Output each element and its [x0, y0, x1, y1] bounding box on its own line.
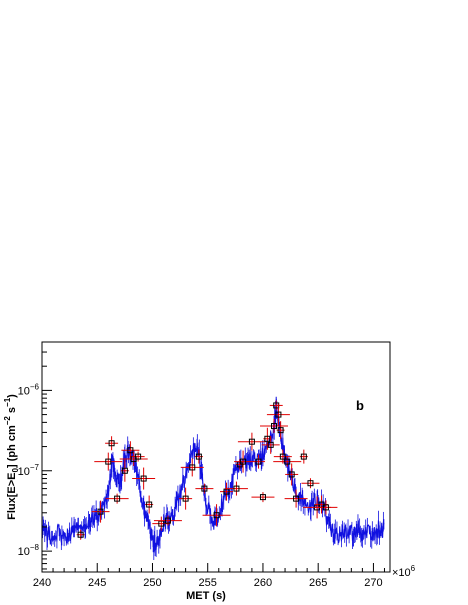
data-point-marker: [271, 423, 277, 430]
panel-label: b: [356, 398, 364, 413]
x-exponent-power: 6: [411, 564, 416, 573]
ylabel-end: ): [6, 394, 18, 398]
ylabel-sub: 0: [11, 467, 20, 472]
ylabel-sup1: −2: [3, 416, 12, 426]
data-layer: [41, 396, 385, 560]
y-tick-exponent: −6: [30, 382, 40, 391]
data-point-marker: [255, 458, 262, 465]
data-point-marker: [140, 475, 147, 482]
data-point-marker: [223, 488, 230, 495]
x-axis-exponent-label: ×106: [392, 564, 416, 579]
data-point-marker: [114, 495, 121, 502]
x-exponent-base: ×10: [392, 567, 411, 579]
ylabel-main: Flux[E>E: [6, 472, 18, 519]
y-tick-exponent: −8: [30, 543, 40, 552]
x-tick-label: 260: [254, 577, 272, 589]
y-tick-label: 10−7: [18, 463, 40, 478]
plot-frame: [41, 341, 391, 573]
data-point-marker: [277, 427, 284, 434]
data-point-marker: [213, 512, 220, 519]
data-point-marker: [259, 494, 266, 501]
data-point-marker: [135, 453, 142, 460]
data-point-marker: [189, 464, 196, 471]
y-tick-label: 10−6: [18, 382, 40, 397]
x-tick-label: 265: [309, 577, 327, 589]
y-axis-title: Flux[E>E0] (ph cm−2 s−1): [3, 394, 20, 520]
y-tick-base: 10: [18, 546, 30, 558]
data-point-marker: [248, 438, 255, 445]
data-point-marker: [195, 453, 202, 460]
x-tick-label: 270: [364, 577, 382, 589]
data-point-marker: [182, 495, 189, 502]
data-point-marker: [164, 517, 171, 524]
y-tick-label: 10−8: [18, 543, 40, 558]
data-point-marker: [307, 480, 314, 487]
x-tick-label: 255: [199, 577, 217, 589]
x-tick-label: 250: [143, 577, 161, 589]
data-point-marker: [158, 520, 165, 527]
data-point-marker: [146, 501, 153, 508]
data-point-marker: [97, 508, 104, 515]
ylabel-rest: ] (ph cm: [6, 425, 18, 468]
y-tick-base: 10: [18, 466, 30, 478]
ylabel-sup2: −1: [3, 397, 12, 407]
data-point-marker: [279, 453, 286, 460]
data-point-marker: [201, 485, 208, 492]
data-point-marker: [267, 441, 274, 448]
y-tick-exponent: −7: [30, 463, 40, 472]
data-point-marker: [284, 458, 291, 465]
data-point-marker: [108, 440, 115, 447]
ylabel-mid: s: [6, 407, 18, 416]
data-point-marker: [240, 458, 247, 465]
x-tick-label: 245: [88, 577, 106, 589]
data-point-marker: [233, 485, 240, 492]
data-point-marker: [127, 447, 134, 454]
data-point-marker: [275, 411, 282, 418]
data-point-marker: [121, 467, 128, 474]
data-point-marker: [264, 435, 271, 442]
x-axis-title: MET (s): [186, 590, 226, 602]
x-tick-label: 240: [33, 577, 51, 589]
y-tick-base: 10: [18, 385, 30, 397]
data-point-marker: [105, 458, 112, 465]
data-point-marker: [77, 531, 84, 538]
data-point-marker: [322, 504, 329, 511]
data-point-marker: [288, 471, 295, 478]
data-point-marker: [300, 453, 307, 460]
data-point-marker: [293, 495, 300, 502]
